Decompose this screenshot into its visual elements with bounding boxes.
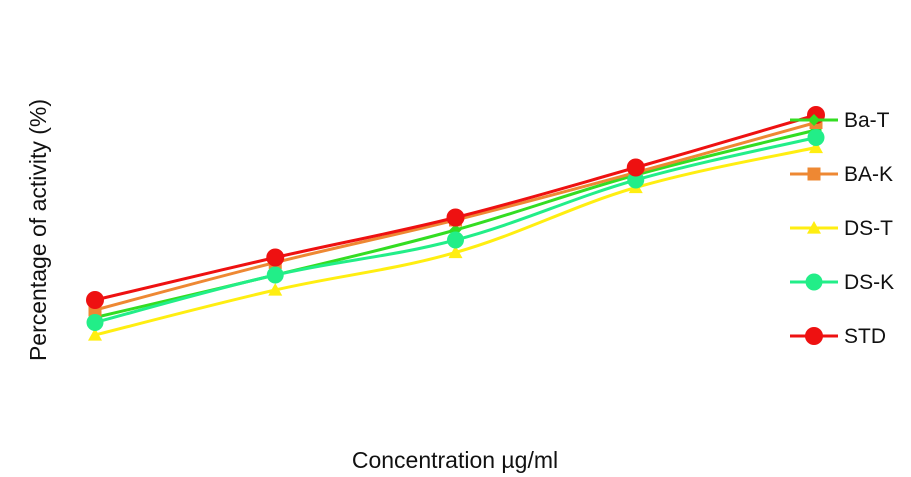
- data-point-ds-k-4: [627, 171, 645, 189]
- series-line-std: [93, 113, 818, 302]
- data-point-std-1: [86, 291, 104, 309]
- legend-label-ba-t: Ba-T: [844, 109, 890, 132]
- legend-item-ba-k: BA-K: [790, 163, 893, 186]
- x-axis-label: Concentration µg/ml: [352, 447, 558, 473]
- data-point-ds-t-3: [448, 245, 463, 259]
- plot-area: [86, 106, 825, 341]
- data-point-std-3: [446, 208, 465, 227]
- legend-label-ds-t: DS-T: [844, 217, 893, 240]
- legend-label-ds-k: DS-K: [844, 271, 894, 294]
- legend-item-std: STD: [790, 325, 886, 348]
- legend-marker-ds-t: [807, 221, 821, 234]
- legend-marker-std: [805, 327, 823, 345]
- data-point-std-2: [266, 248, 285, 267]
- data-point-ds-k-2: [266, 266, 284, 284]
- legend-item-ds-t: DS-T: [790, 217, 893, 240]
- data-point-ds-t-2: [268, 283, 283, 296]
- data-point-ds-k-1: [86, 314, 104, 331]
- legend-item-ds-k: DS-K: [790, 271, 894, 294]
- data-point-ds-t-5: [809, 140, 823, 154]
- legend-marker-ba-t: [808, 114, 820, 126]
- data-point-ds-k-5: [807, 129, 825, 146]
- y-axis-label: Percentage of activity (%): [25, 99, 51, 361]
- data-point-std-4: [626, 158, 645, 177]
- legend: Ba-T BA-K DS-T DS-K STD: [790, 109, 894, 348]
- data-point-ds-t-1: [88, 328, 102, 341]
- legend-marker-ds-k: [805, 273, 823, 291]
- data-point-ds-k-3: [447, 231, 464, 249]
- legend-label-std: STD: [844, 325, 886, 348]
- legend-label-ba-k: BA-K: [844, 163, 893, 186]
- legend-item-ba-t: Ba-T: [790, 109, 890, 132]
- legend-marker-ba-k: [807, 167, 821, 181]
